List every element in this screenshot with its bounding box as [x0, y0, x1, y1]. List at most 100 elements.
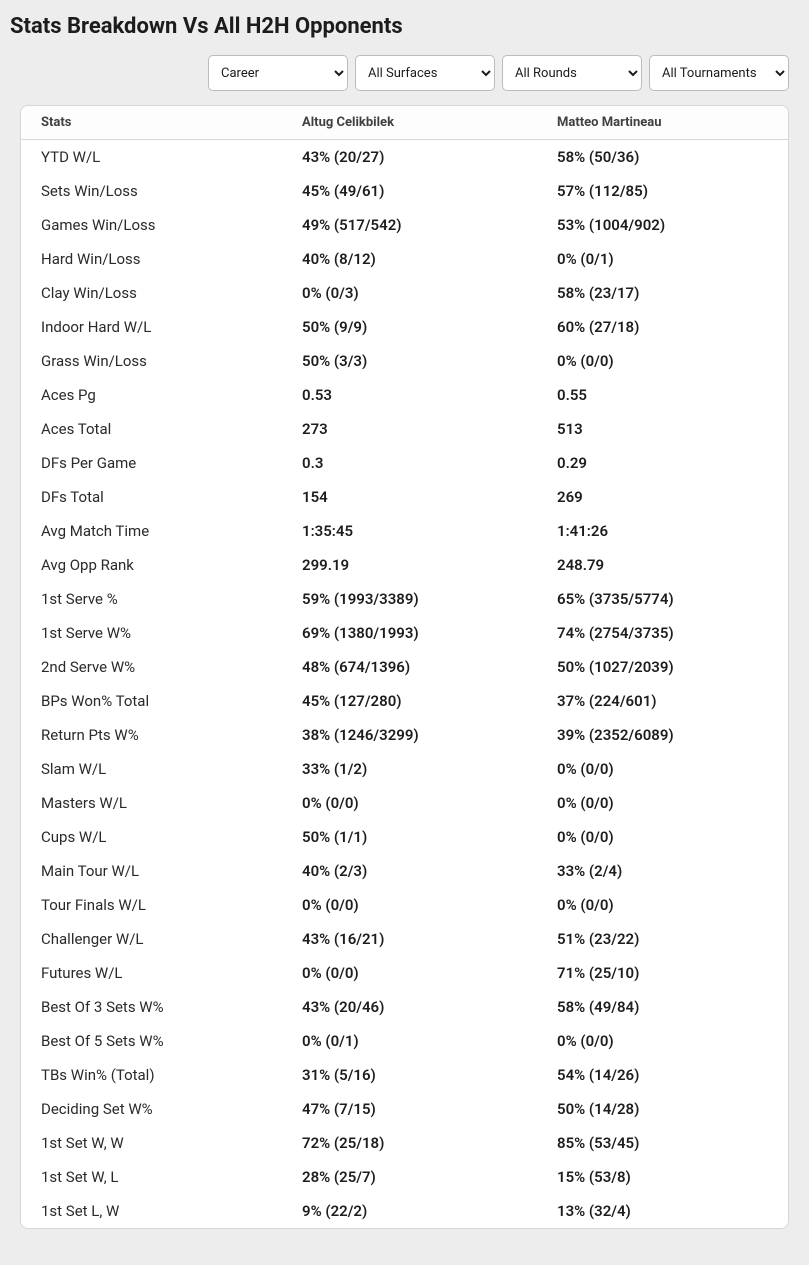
player1-value: 0% (0/3): [283, 276, 538, 310]
player2-value: 60% (27/18): [538, 310, 788, 344]
table-row: TBs Win% (Total)31% (5/16)54% (14/26): [21, 1058, 788, 1092]
stat-label: Cups W/L: [21, 820, 283, 854]
table-row: 1st Set W, W72% (25/18)85% (53/45): [21, 1126, 788, 1160]
table-header-row: Stats Altug Celikbilek Matteo Martineau: [21, 106, 788, 140]
player2-value: 39% (2352/6089): [538, 718, 788, 752]
table-row: 2nd Serve W%48% (674/1396)50% (1027/2039…: [21, 650, 788, 684]
stat-label: Masters W/L: [21, 786, 283, 820]
player2-value: 0% (0/0): [538, 888, 788, 922]
stat-label: YTD W/L: [21, 140, 283, 175]
player2-value: 58% (23/17): [538, 276, 788, 310]
player2-value: 65% (3735/5774): [538, 582, 788, 616]
table-row: Aces Total273513: [21, 412, 788, 446]
table-row: Cups W/L50% (1/1)0% (0/0): [21, 820, 788, 854]
player1-value: 9% (22/2): [283, 1194, 538, 1228]
stat-label: Avg Opp Rank: [21, 548, 283, 582]
filter-tournament[interactable]: All Tournaments: [649, 55, 789, 91]
stat-label: 1st Set L, W: [21, 1194, 283, 1228]
player1-value: 43% (20/46): [283, 990, 538, 1024]
table-row: YTD W/L43% (20/27)58% (50/36): [21, 140, 788, 175]
player1-value: 59% (1993/3389): [283, 582, 538, 616]
stat-label: 1st Set W, L: [21, 1160, 283, 1194]
stat-label: Clay Win/Loss: [21, 276, 283, 310]
player1-value: 43% (20/27): [283, 140, 538, 175]
player2-value: 0% (0/0): [538, 820, 788, 854]
filter-round[interactable]: All Rounds: [502, 55, 642, 91]
player1-value: 0.53: [283, 378, 538, 412]
filter-timeframe[interactable]: Career: [208, 55, 348, 91]
stat-label: 1st Set W, W: [21, 1126, 283, 1160]
stat-label: Best Of 3 Sets W%: [21, 990, 283, 1024]
player2-value: 248.79: [538, 548, 788, 582]
stat-label: Tour Finals W/L: [21, 888, 283, 922]
player1-value: 1:35:45: [283, 514, 538, 548]
stat-label: Aces Total: [21, 412, 283, 446]
table-row: Games Win/Loss49% (517/542)53% (1004/902…: [21, 208, 788, 242]
table-row: Clay Win/Loss0% (0/3)58% (23/17): [21, 276, 788, 310]
player2-value: 269: [538, 480, 788, 514]
stat-label: Slam W/L: [21, 752, 283, 786]
player1-value: 28% (25/7): [283, 1160, 538, 1194]
player2-value: 1:41:26: [538, 514, 788, 548]
stat-label: Futures W/L: [21, 956, 283, 990]
player1-value: 50% (9/9): [283, 310, 538, 344]
player2-value: 85% (53/45): [538, 1126, 788, 1160]
player2-value: 74% (2754/3735): [538, 616, 788, 650]
player2-value: 53% (1004/902): [538, 208, 788, 242]
player1-value: 0% (0/0): [283, 786, 538, 820]
player1-value: 69% (1380/1993): [283, 616, 538, 650]
stat-label: 1st Serve W%: [21, 616, 283, 650]
stat-label: Aces Pg: [21, 378, 283, 412]
stat-label: Main Tour W/L: [21, 854, 283, 888]
stats-table-container: Stats Altug Celikbilek Matteo Martineau …: [20, 105, 789, 1229]
player1-value: 299.19: [283, 548, 538, 582]
player2-value: 513: [538, 412, 788, 446]
player2-value: 0.29: [538, 446, 788, 480]
player1-value: 38% (1246/3299): [283, 718, 538, 752]
player1-value: 43% (16/21): [283, 922, 538, 956]
table-row: 1st Serve %59% (1993/3389)65% (3735/5774…: [21, 582, 788, 616]
stat-label: DFs Per Game: [21, 446, 283, 480]
table-row: Main Tour W/L40% (2/3)33% (2/4): [21, 854, 788, 888]
col-header-player1: Altug Celikbilek: [283, 106, 538, 140]
player2-value: 0% (0/0): [538, 752, 788, 786]
stat-label: 2nd Serve W%: [21, 650, 283, 684]
stat-label: 1st Serve %: [21, 582, 283, 616]
stat-label: Deciding Set W%: [21, 1092, 283, 1126]
table-row: Hard Win/Loss40% (8/12)0% (0/1): [21, 242, 788, 276]
table-row: Slam W/L33% (1/2)0% (0/0): [21, 752, 788, 786]
table-row: Tour Finals W/L0% (0/0)0% (0/0): [21, 888, 788, 922]
player1-value: 0% (0/0): [283, 956, 538, 990]
player2-value: 58% (49/84): [538, 990, 788, 1024]
table-row: 1st Serve W%69% (1380/1993)74% (2754/373…: [21, 616, 788, 650]
table-row: Best Of 3 Sets W%43% (20/46)58% (49/84): [21, 990, 788, 1024]
stat-label: TBs Win% (Total): [21, 1058, 283, 1092]
stats-table: Stats Altug Celikbilek Matteo Martineau …: [21, 106, 788, 1228]
filter-surface[interactable]: All Surfaces: [355, 55, 495, 91]
stat-label: Avg Match Time: [21, 514, 283, 548]
col-header-stats: Stats: [21, 106, 283, 140]
stat-label: Best Of 5 Sets W%: [21, 1024, 283, 1058]
player1-value: 273: [283, 412, 538, 446]
player2-value: 71% (25/10): [538, 956, 788, 990]
table-row: Aces Pg0.530.55: [21, 378, 788, 412]
stat-label: Games Win/Loss: [21, 208, 283, 242]
player1-value: 49% (517/542): [283, 208, 538, 242]
player2-value: 0% (0/0): [538, 344, 788, 378]
player2-value: 15% (53/8): [538, 1160, 788, 1194]
col-header-player2: Matteo Martineau: [538, 106, 788, 140]
player1-value: 0.3: [283, 446, 538, 480]
player1-value: 47% (7/15): [283, 1092, 538, 1126]
table-row: Return Pts W%38% (1246/3299)39% (2352/60…: [21, 718, 788, 752]
player2-value: 0% (0/0): [538, 1024, 788, 1058]
player1-value: 48% (674/1396): [283, 650, 538, 684]
stat-label: Challenger W/L: [21, 922, 283, 956]
player2-value: 51% (23/22): [538, 922, 788, 956]
player2-value: 54% (14/26): [538, 1058, 788, 1092]
stat-label: Indoor Hard W/L: [21, 310, 283, 344]
player2-value: 33% (2/4): [538, 854, 788, 888]
table-row: Challenger W/L43% (16/21)51% (23/22): [21, 922, 788, 956]
player2-value: 50% (1027/2039): [538, 650, 788, 684]
stat-label: BPs Won% Total: [21, 684, 283, 718]
table-row: Indoor Hard W/L50% (9/9)60% (27/18): [21, 310, 788, 344]
